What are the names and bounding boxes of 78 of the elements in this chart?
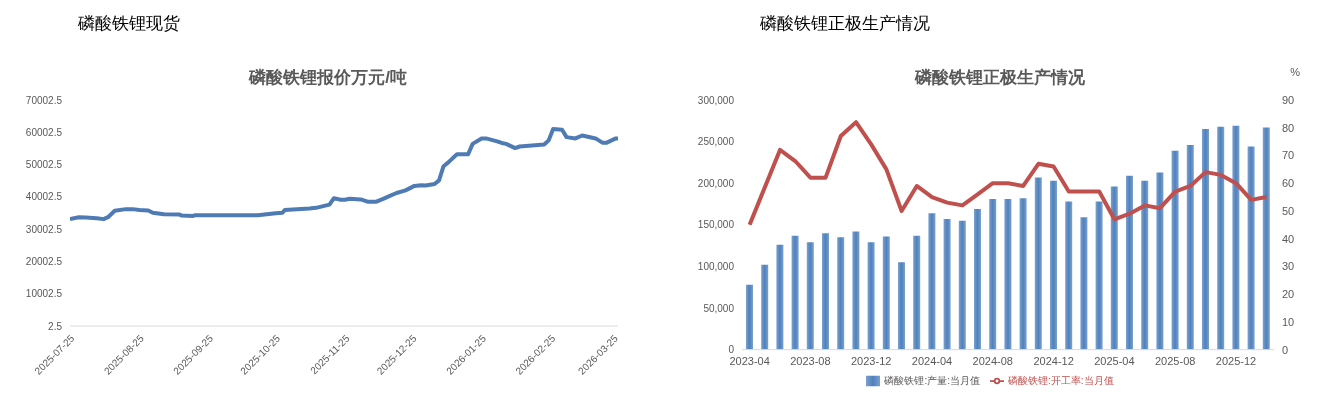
y2-tick-label: 20 (1282, 288, 1295, 301)
y2-axis-title: % (1290, 66, 1300, 78)
y-tick-label: 300,000 (697, 94, 735, 106)
bar (989, 199, 997, 350)
y2-tick-label: 30 (1282, 260, 1295, 273)
bar (1065, 201, 1073, 350)
bar (882, 236, 890, 350)
x-tick-label: 2023-04 (729, 355, 770, 368)
y2-tick-label: 90 (1282, 93, 1295, 106)
y2-tick-label: 60 (1282, 177, 1295, 190)
chart-subtitle: 磷酸铁锂现货 (78, 13, 180, 35)
bar (806, 242, 814, 350)
legend-label: 磷酸铁锂:开工率:当月值 (1008, 374, 1114, 386)
x-tick-label: 2024-12 (1033, 355, 1074, 368)
chart-subtitle: 磷酸铁锂正极生产情况 (760, 13, 930, 35)
bar (898, 262, 905, 350)
y-tick-label: 20002.5 (25, 255, 63, 267)
bar (1247, 146, 1255, 350)
chart-title: 磷酸铁锂报价万元/吨 (247, 67, 408, 89)
bar (1217, 126, 1225, 350)
line-series (747, 120, 1269, 227)
bar (776, 244, 784, 350)
bar (1034, 177, 1042, 350)
x-tick-label: 2025-08 (1155, 355, 1196, 368)
x-tick-label: 2023-08 (790, 355, 831, 368)
y-tick-label: 60002.5 (25, 126, 63, 138)
y2-tick-label: 40 (1282, 232, 1295, 245)
bar (837, 237, 845, 350)
y2-tick-label: 70 (1282, 149, 1295, 162)
bar (928, 213, 936, 350)
bar (1141, 180, 1149, 350)
bar (943, 219, 951, 350)
bar (1004, 199, 1012, 350)
bar (913, 235, 921, 350)
y-tick-label: 70002.5 (25, 94, 63, 106)
bar (1262, 127, 1270, 350)
line-series (70, 127, 618, 222)
bar (761, 264, 769, 350)
y-tick-label: 150,000 (697, 219, 735, 231)
chart-title: 磷酸铁锂正极生产情况 (915, 68, 1085, 87)
bar (867, 242, 875, 350)
x-tick-label: 2025-12 (1215, 355, 1257, 368)
y2-tick-label: 50 (1282, 204, 1295, 217)
bar (1156, 172, 1164, 350)
x-tick-label: 2025-04 (1094, 355, 1135, 368)
y-tick-label: 250,000 (697, 136, 735, 148)
bar (1186, 144, 1194, 350)
y-tick-label: 40002.5 (25, 191, 63, 203)
bar (1019, 198, 1027, 350)
bar (1202, 129, 1209, 350)
y2-tick-label: 10 (1282, 315, 1295, 328)
x-tick-label: 2023-12 (851, 355, 892, 368)
bar (852, 231, 860, 350)
bar (1232, 125, 1240, 350)
y-tick-label: 2.5 (48, 320, 63, 332)
x-tick-label: 2024-08 (972, 355, 1013, 368)
bar (1050, 180, 1057, 350)
bar (958, 220, 966, 350)
bar (1080, 217, 1088, 350)
y-tick-label: 0 (728, 344, 735, 356)
y2-tick-label: 0 (1282, 343, 1289, 356)
bar (791, 235, 799, 350)
bar (1095, 201, 1103, 350)
bar (822, 233, 829, 350)
bar (1171, 150, 1179, 350)
y-tick-label: 30002.5 (25, 223, 63, 235)
y-tick-label: 100,000 (697, 260, 735, 272)
bar (746, 284, 753, 350)
bar (974, 209, 981, 350)
y-tick-label: 50002.5 (25, 159, 63, 171)
bar (1110, 186, 1118, 350)
y-tick-label: 200,000 (697, 177, 735, 189)
y2-tick-label: 80 (1282, 121, 1295, 134)
y-tick-label: 10002.5 (25, 288, 63, 300)
x-tick-label: 2024-04 (911, 355, 953, 368)
y-tick-label: 50,000 (703, 302, 735, 314)
bar (1126, 175, 1133, 350)
legend-label: 磷酸铁锂:产量:当月值 (884, 374, 980, 386)
